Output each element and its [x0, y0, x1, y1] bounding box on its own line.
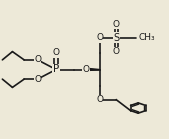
Text: O: O [83, 65, 90, 74]
Text: O: O [53, 49, 59, 58]
Polygon shape [86, 68, 100, 71]
Text: CH₃: CH₃ [138, 33, 155, 42]
Text: O: O [96, 33, 103, 42]
Text: O: O [113, 47, 120, 56]
Text: S: S [113, 33, 119, 43]
Text: O: O [96, 95, 103, 104]
Text: O: O [34, 75, 41, 84]
Text: P: P [53, 64, 59, 75]
Text: O: O [113, 20, 120, 29]
Text: O: O [34, 55, 41, 64]
